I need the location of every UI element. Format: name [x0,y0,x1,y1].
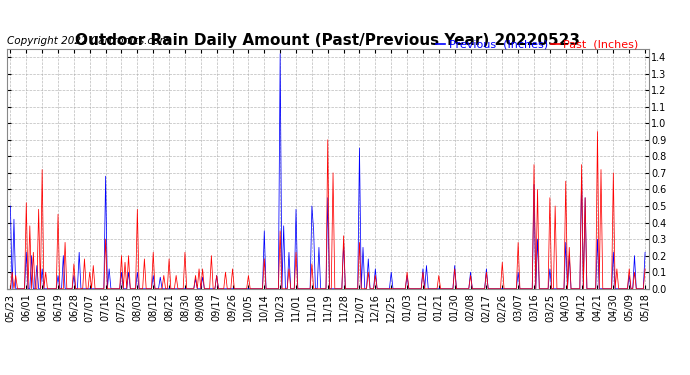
Legend: Previous  (Inches), Past  (Inches): Previous (Inches), Past (Inches) [432,35,643,54]
Text: Copyright 2022 Cartronics.com: Copyright 2022 Cartronics.com [7,36,170,45]
Title: Outdoor Rain Daily Amount (Past/Previous Year) 20220523: Outdoor Rain Daily Amount (Past/Previous… [75,33,580,48]
